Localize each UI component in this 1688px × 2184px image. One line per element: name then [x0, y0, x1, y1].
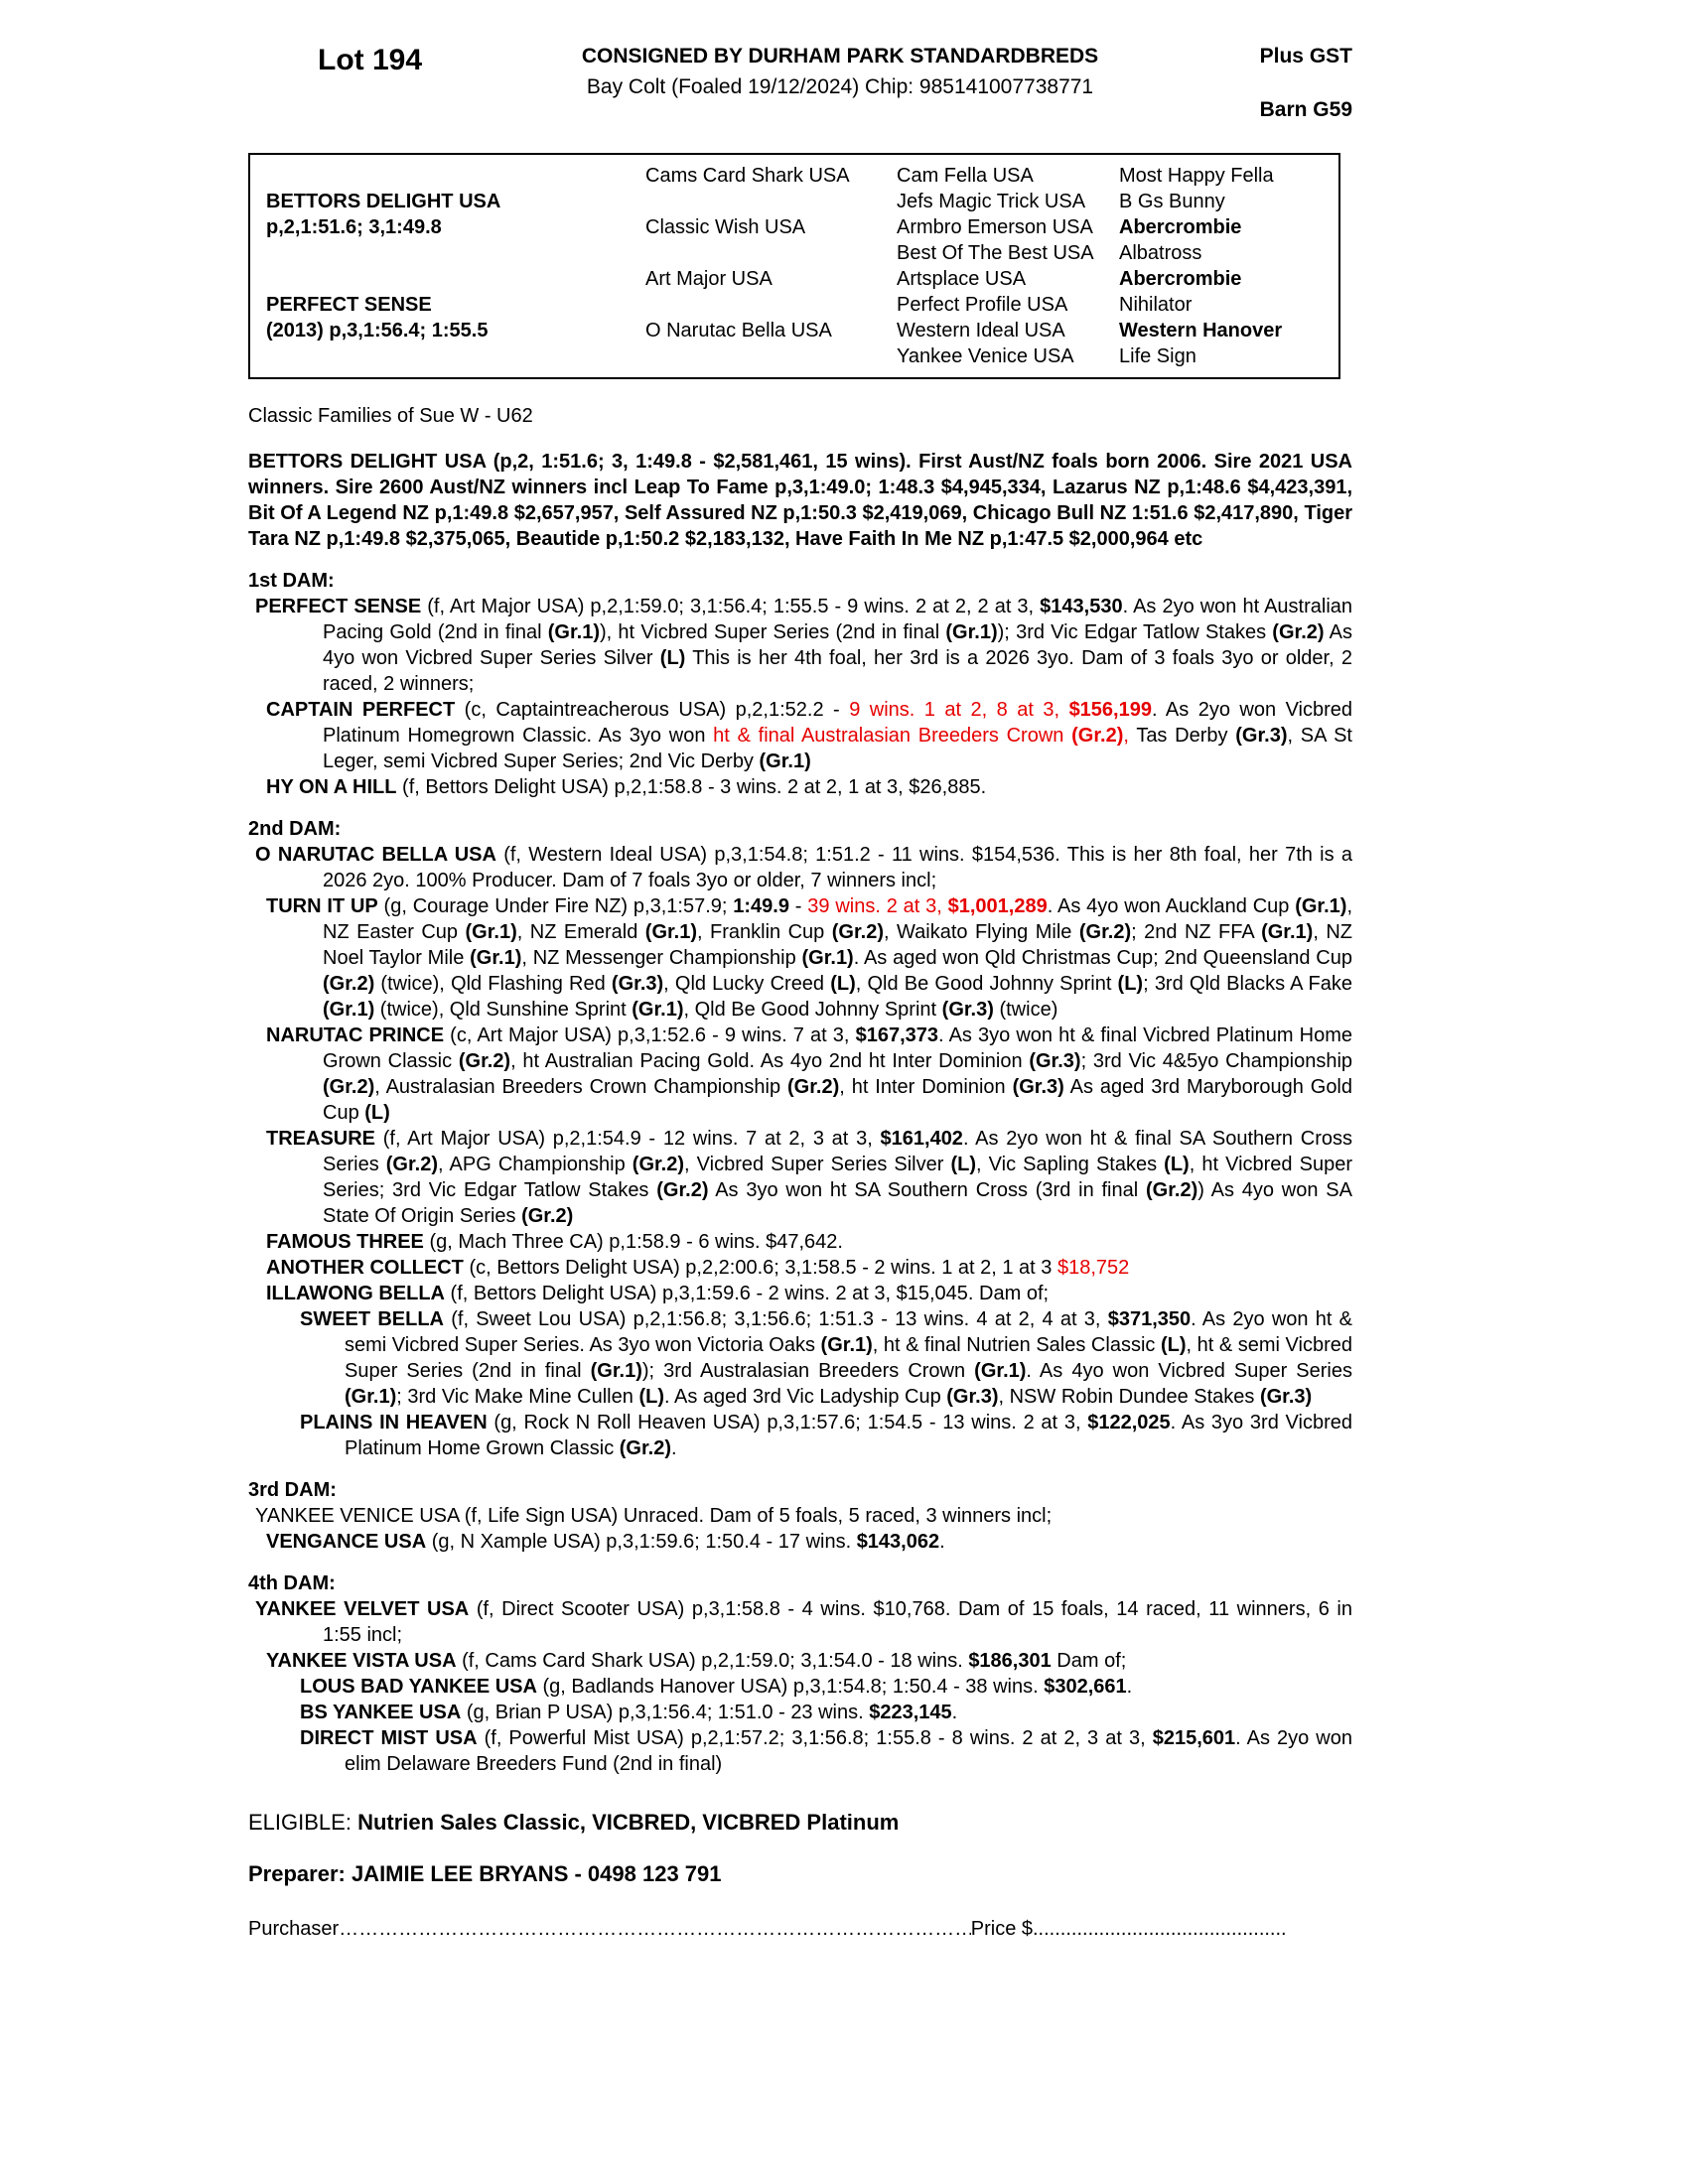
entry-yankee-velvet: YANKEE VELVET USA (f, Direct Scooter USA…	[255, 1598, 1352, 1646]
entry-hy-on-a-hill: HY ON A HILL (f, Bettors Delight USA) p,…	[266, 776, 987, 798]
gen4-ancestor: Life Sign	[1119, 345, 1196, 367]
dam-record: (2013) p,3,1:56.4; 1:55.5	[266, 320, 489, 341]
eligible-label: ELIGIBLE:	[248, 1810, 352, 1835]
gen2-dam-of-dam: O Narutac Bella USA	[645, 320, 832, 341]
price-label: Price $	[970, 1918, 1033, 1940]
entry-perfect-sense: PERFECT SENSE (f, Art Major USA) p,2,1:5…	[255, 596, 1353, 695]
purchaser-label: Purchaser	[248, 1918, 340, 1940]
entry-direct-mist: DIRECT MIST USA (f, Powerful Mist USA) p…	[300, 1727, 1352, 1775]
consignor-title: CONSIGNED BY DURHAM PARK STANDARDBREDS	[581, 45, 1099, 68]
entry-yankee-vista: YANKEE VISTA USA (f, Cams Card Shark USA…	[266, 1650, 1127, 1672]
eligible-value: Nutrien Sales Classic, VICBRED, VICBRED …	[357, 1810, 900, 1835]
gen4-ancestor: Albatross	[1119, 242, 1202, 264]
gen3-ancestor: Cam Fella USA	[897, 165, 1034, 187]
entry-plains-in-heaven: PLAINS IN HEAVEN (g, Rock N Roll Heaven …	[300, 1412, 1352, 1459]
gst-note: Plus GST	[1259, 45, 1352, 68]
sire-name: BETTORS DELIGHT USA	[266, 191, 501, 212]
gen3-ancestor: Jefs Magic Trick USA	[897, 191, 1086, 212]
gen3-ancestor: Western Ideal USA	[897, 320, 1065, 341]
sire-record: p,2,1:51.6; 3,1:49.8	[266, 216, 442, 238]
foal-details: Bay Colt (Foaled 19/12/2024) Chip: 98514…	[586, 75, 1094, 98]
entry-illawong-bella: ILLAWONG BELLA (f, Bettors Delight USA) …	[266, 1283, 1050, 1304]
gen4-ancestor: Most Happy Fella	[1119, 165, 1274, 187]
entry-narutac-prince: NARUTAC PRINCE (c, Art Major USA) p,3,1:…	[266, 1024, 1353, 1124]
gen3-ancestor: Artsplace USA	[897, 268, 1027, 290]
entry-bs-yankee: BS YANKEE USA (g, Brian P USA) p,3,1:56.…	[300, 1702, 958, 1723]
purchaser-dotted-line: ……………………………………………………………………………………………………………	[339, 1918, 971, 1940]
gen2-dam-of-sire: Classic Wish USA	[645, 216, 806, 238]
entry-o-narutac-bella: O NARUTAC BELLA USA (f, Western Ideal US…	[255, 844, 1352, 891]
pedigree-table: BETTORS DELIGHT USA p,2,1:51.6; 3,1:49.8…	[248, 153, 1340, 379]
gen3-ancestor: Perfect Profile USA	[897, 294, 1068, 316]
catalog-page: Lot 194 CONSIGNED BY DURHAM PARK STANDAR…	[248, 44, 1356, 1942]
gen4-ancestor: Abercrombie	[1119, 268, 1242, 290]
entry-yankee-venice: YANKEE VENICE USA (f, Life Sign USA) Unr…	[255, 1505, 1053, 1527]
entry-treasure: TREASURE (f, Art Major USA) p,2,1:54.9 -…	[266, 1128, 1352, 1227]
purchaser-line: Purchaser …………………………………………………………………………………	[248, 1916, 1286, 1942]
dam-heading-4th: 4th DAM:	[248, 1572, 336, 1594]
eligible-line: ELIGIBLE: Nutrien Sales Classic, VICBRED…	[248, 1809, 1356, 1837]
family-note: Classic Families of Sue W - U62	[248, 405, 533, 427]
gen4-ancestor: Abercrombie	[1119, 216, 1242, 238]
entry-another-collect: ANOTHER COLLECT (c, Bettors Delight USA)…	[266, 1257, 1130, 1279]
sire-summary-paragraph: BETTORS DELIGHT USA (p,2, 1:51.6; 3, 1:4…	[248, 451, 1352, 550]
entry-captain-perfect: CAPTAIN PERFECT (c, Captaintreacherous U…	[266, 699, 1353, 772]
gen2-sire-of-sire: Cams Card Shark USA	[645, 165, 850, 187]
preparer-line: Preparer: JAIMIE LEE BRYANS - 0498 123 7…	[248, 1861, 722, 1886]
page-header: Lot 194 CONSIGNED BY DURHAM PARK STANDAR…	[248, 44, 1352, 123]
entry-vengance: VENGANCE USA (g, N Xample USA) p,3,1:59.…	[266, 1531, 945, 1553]
header-right: Plus GST Barn G59	[1203, 44, 1352, 123]
gen3-ancestor: Yankee Venice USA	[897, 345, 1074, 367]
entry-famous-three: FAMOUS THREE (g, Mach Three CA) p,1:58.9…	[266, 1231, 843, 1253]
dam-heading-3rd: 3rd DAM:	[248, 1479, 337, 1501]
lot-number: Lot 194	[318, 44, 423, 76]
gen4-ancestor: Western Hanover	[1119, 320, 1283, 341]
gen3-ancestor: Best Of The Best USA	[897, 242, 1094, 264]
entry-turn-it-up: TURN IT UP (g, Courage Under Fire NZ) p,…	[266, 895, 1353, 1021]
pedigree-grid: BETTORS DELIGHT USA p,2,1:51.6; 3,1:49.8…	[250, 155, 1338, 377]
gen4-ancestor: B Gs Bunny	[1119, 191, 1225, 212]
dam-heading-1st: 1st DAM:	[248, 570, 335, 592]
price-dotted-line: ........................................…	[1033, 1918, 1286, 1940]
gen3-ancestor: Armbro Emerson USA	[897, 216, 1093, 238]
entry-sweet-bella: SWEET BELLA (f, Sweet Lou USA) p,2,1:56.…	[300, 1308, 1353, 1408]
gen2-sire-of-dam: Art Major USA	[645, 268, 773, 290]
header-center: CONSIGNED BY DURHAM PARK STANDARDBREDS B…	[477, 44, 1203, 100]
dam-heading-2nd: 2nd DAM:	[248, 818, 342, 840]
gen4-ancestor: Nihilator	[1119, 294, 1193, 316]
entry-lous-bad-yankee: LOUS BAD YANKEE USA (g, Badlands Hanover…	[300, 1676, 1133, 1698]
barn-number: Barn G59	[1259, 98, 1352, 121]
dam-name: PERFECT SENSE	[266, 294, 432, 316]
